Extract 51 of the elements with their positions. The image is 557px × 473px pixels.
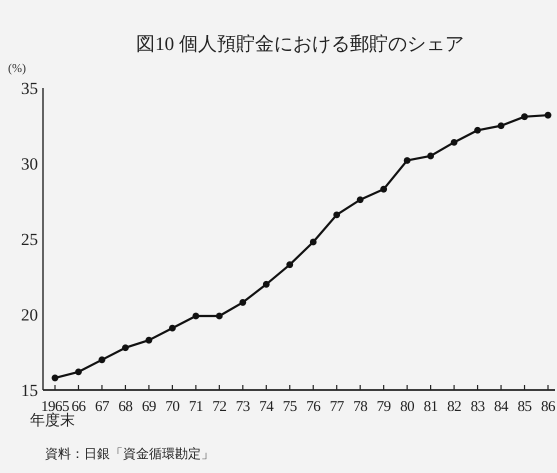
point [380, 186, 388, 193]
y-tick-label: 35 [21, 79, 38, 98]
point [427, 152, 434, 160]
point [239, 299, 246, 306]
x-tick-label: 66 [71, 399, 86, 415]
y-tick-label: 20 [21, 306, 38, 324]
point [333, 211, 340, 218]
point [75, 368, 82, 376]
x-tick-label: 78 [353, 399, 368, 415]
point [262, 280, 270, 288]
point [98, 356, 106, 364]
x-tick-label: 69 [142, 399, 156, 415]
x-tick-label: 75 [282, 399, 297, 415]
x-tick-label: 76 [306, 399, 322, 415]
point [544, 112, 552, 119]
y-tick-label: 15 [21, 381, 38, 400]
x-tick-label: 82 [447, 399, 462, 415]
y-axis-title: (%) [8, 61, 26, 75]
x-tick-label: 68 [118, 399, 132, 415]
x-tick-label: 80 [400, 399, 414, 415]
point [310, 238, 317, 246]
point [521, 113, 528, 120]
x-tick-label: 70 [165, 399, 180, 415]
point [122, 344, 129, 352]
point [146, 336, 152, 344]
y-tick-label: 25 [21, 230, 38, 249]
point [286, 261, 294, 268]
x-tick-label: 77 [330, 399, 345, 415]
y-tick-label: 30 [21, 154, 38, 174]
x-tick-label: 79 [376, 399, 391, 415]
point [498, 122, 504, 130]
x-tick-label: 84 [494, 399, 510, 415]
point [404, 157, 411, 164]
point [450, 138, 458, 146]
point [474, 126, 481, 134]
point [168, 324, 176, 332]
x-tick-label: 81 [424, 399, 438, 415]
x-tick-label: 74 [259, 399, 274, 415]
point [192, 312, 200, 320]
x-tick-label: 86 [541, 399, 556, 415]
x-tick-label: 72 [212, 399, 226, 415]
x-tick-label: 67 [94, 399, 110, 415]
point [356, 196, 364, 204]
point [52, 374, 58, 382]
x-tick-label: 85 [518, 399, 532, 415]
x-tick-label: 83 [470, 399, 485, 415]
text: 資料：日銀「資金循環勘定」 [45, 446, 214, 461]
x-tick-label: 73 [236, 399, 250, 415]
point [216, 312, 223, 320]
chart-title: 図10 個人預貯金における郵貯のシェア [136, 34, 464, 55]
x-tick-label: 71 [188, 399, 203, 415]
